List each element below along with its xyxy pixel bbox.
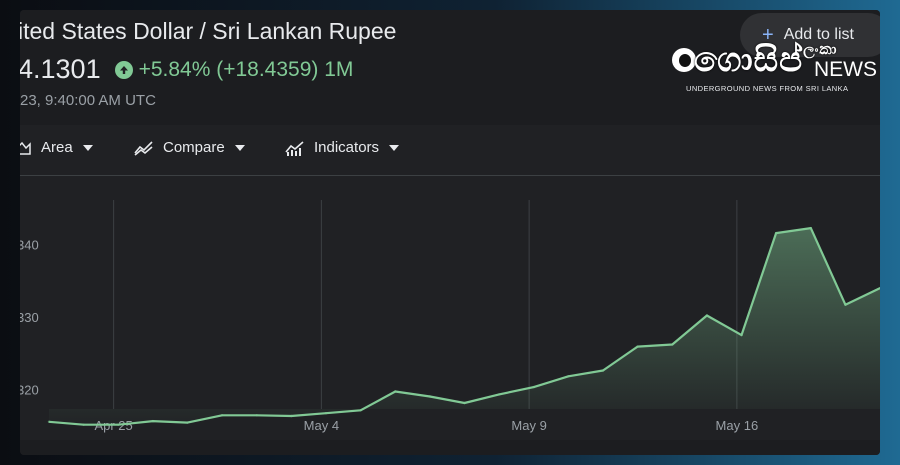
data-point [497, 393, 501, 396]
area-chart-icon [20, 141, 31, 155]
stock-panel: ited States Dollar / Sri Lankan Rupee 4.… [20, 10, 880, 455]
quote-header: ited States Dollar / Sri Lankan Rupee 4.… [20, 10, 880, 125]
data-point [428, 395, 432, 398]
logo-news: NEWS [814, 58, 877, 81]
chevron-down-icon [234, 144, 245, 151]
arrow-up-icon [114, 60, 133, 79]
data-point [151, 419, 155, 423]
pair-title: ited States Dollar / Sri Lankan Rupee [20, 18, 397, 44]
data-point [290, 414, 293, 418]
indicators-dropdown[interactable]: Indicators [285, 139, 400, 156]
area-fill [49, 228, 880, 425]
data-point [324, 412, 328, 415]
data-point [671, 343, 674, 346]
timestamp: 23, 9:40:00 AM UTC [20, 92, 156, 109]
logo-emblem-icon [672, 48, 696, 72]
chevron-down-icon [389, 144, 400, 151]
compare-icon [134, 140, 153, 156]
data-point [255, 414, 258, 417]
data-point [567, 375, 570, 378]
data-point [220, 414, 224, 417]
x-tick-label: May 4 [304, 418, 339, 433]
data-point [809, 226, 812, 230]
current-price: 4.1301 [20, 54, 101, 84]
y-tick-label: 320 [20, 382, 39, 397]
x-tick-label: May 16 [716, 418, 759, 433]
data-point [47, 420, 51, 423]
add-to-list-label: Add to list [783, 26, 854, 43]
logo-tagline: UNDERGROUND NEWS FROM SRI LANKA [686, 84, 849, 93]
data-point [186, 421, 189, 424]
chart-footer [20, 440, 880, 455]
indicators-dropdown-label: Indicators [314, 139, 380, 156]
chart-toolbar: Area Compare Indicators [20, 125, 880, 175]
data-point [532, 385, 535, 389]
logo-brand: ගොසිප්ලංකා [694, 40, 838, 80]
data-point [463, 401, 466, 405]
data-point [705, 314, 709, 317]
price-change: +5.84% (+18.4359) 1M [138, 57, 354, 81]
data-point [359, 409, 362, 412]
data-point [117, 423, 120, 426]
data-point [394, 390, 397, 393]
toolbar-divider [20, 175, 880, 176]
watermark-logo: ගොසිප්ලංකා NEWS UNDERGROUND NEWS FROM SR… [672, 40, 880, 100]
data-point [740, 333, 743, 337]
area-dropdown-label: Area [41, 139, 73, 156]
compare-dropdown[interactable]: Compare [134, 139, 245, 156]
chevron-down-icon [82, 144, 93, 151]
plus-icon: + [762, 23, 774, 46]
y-tick-label: 330 [20, 310, 39, 325]
add-to-list-button[interactable]: + Add to list [740, 13, 880, 57]
x-tick-label: May 9 [511, 418, 546, 433]
data-point [82, 423, 85, 426]
y-tick-label: 340 [20, 238, 39, 253]
data-point [844, 303, 847, 306]
data-point [878, 286, 880, 290]
data-point [601, 369, 605, 372]
data-point [636, 345, 639, 348]
area-dropdown[interactable]: Area [20, 139, 93, 156]
data-point [774, 231, 778, 235]
price-row: 4.1301 +5.84% (+18.4359) 1M [20, 54, 353, 85]
indicators-icon [285, 140, 304, 156]
compare-dropdown-label: Compare [163, 139, 225, 156]
